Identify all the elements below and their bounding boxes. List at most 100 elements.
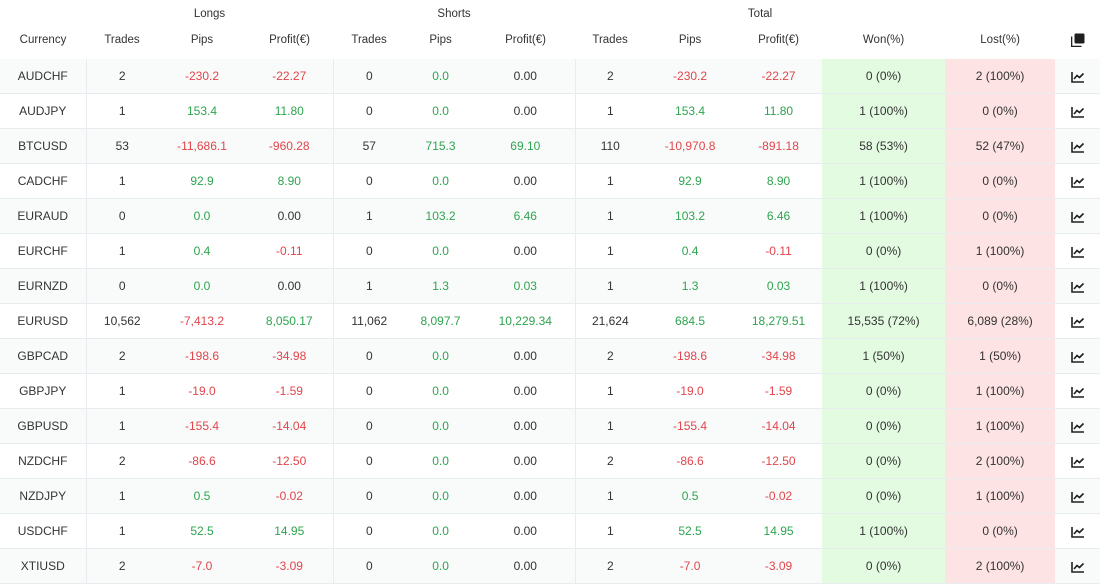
chart-line-icon[interactable] xyxy=(1070,421,1085,433)
chart-button[interactable] xyxy=(1055,198,1100,234)
cell-t-pips: -155.4 xyxy=(645,408,736,444)
cell-s-profit: 6.46 xyxy=(476,198,576,234)
cell-t-trades: 2 xyxy=(574,443,646,479)
chart-button[interactable] xyxy=(1055,93,1100,129)
cell-lost: 0 (0%) xyxy=(945,513,1056,549)
cell-l-profit: 8.90 xyxy=(246,163,334,199)
table-row: GBPCAD 2 -198.6 -34.98 0 0.0 0.00 2 -198.6 -34.98… xyxy=(0,338,1100,374)
cell-lost: 6,089 (28%) xyxy=(945,303,1056,339)
chart-line-icon[interactable] xyxy=(1070,106,1085,118)
cell-l-profit: 8,050.17 xyxy=(246,303,334,339)
table-row: BTCUSD 53 -11,686.1 -960.28 57 715.3 69.10 110-… xyxy=(0,128,1100,164)
cell-t-pips: 0.4 xyxy=(645,233,736,269)
cell-s-profit: 0.03 xyxy=(476,268,576,304)
cell-t-pips: 684.5 xyxy=(645,303,736,339)
cell-t-pips: -86.6 xyxy=(645,443,736,479)
cell-l-pips: 52.5 xyxy=(158,513,246,549)
chart-line-icon[interactable] xyxy=(1070,141,1085,153)
cell-currency: XTIUSD xyxy=(0,548,86,584)
chart-button[interactable] xyxy=(1055,59,1100,94)
cell-s-profit: 69.10 xyxy=(476,128,576,164)
chart-button[interactable] xyxy=(1055,233,1100,269)
cell-l-pips: -7,413.2 xyxy=(158,303,246,339)
cell-s-profit: 0.00 xyxy=(476,478,576,514)
cell-s-pips: 8,097.7 xyxy=(405,303,477,339)
cell-l-trades: 1 xyxy=(85,233,158,269)
cell-currency: USDCHF xyxy=(0,513,86,549)
cell-s-pips: 0.0 xyxy=(405,443,477,479)
cell-s-trades: 0 xyxy=(332,233,406,269)
col-total-pips: Pips xyxy=(678,33,702,46)
cell-t-trades: 2 xyxy=(574,548,646,584)
cell-t-trades: 1 xyxy=(574,478,646,514)
cell-lost: 1 (100%) xyxy=(945,478,1056,514)
cell-t-trades: 1 xyxy=(574,93,646,129)
chart-line-icon[interactable] xyxy=(1070,526,1085,538)
group-shorts: Shorts xyxy=(437,8,471,20)
group-total: Total xyxy=(747,8,773,20)
cell-l-profit: 11.80 xyxy=(246,93,334,129)
copy-icon[interactable] xyxy=(1070,33,1085,47)
chart-line-icon[interactable] xyxy=(1070,456,1085,468)
chart-line-icon[interactable] xyxy=(1070,351,1085,363)
cell-l-trades: 10,562 xyxy=(85,303,158,339)
cell-s-profit: 0.00 xyxy=(476,548,576,584)
chart-line-icon[interactable] xyxy=(1070,246,1085,258)
cell-l-pips: -19.0 xyxy=(158,373,246,409)
cell-lost: 2 (100%) xyxy=(945,59,1056,94)
cell-t-trades: 1 xyxy=(574,198,646,234)
chart-button[interactable] xyxy=(1055,128,1100,164)
cell-s-profit: 0.00 xyxy=(476,163,576,199)
cell-s-pips: 715.3 xyxy=(405,128,477,164)
chart-line-icon[interactable] xyxy=(1070,176,1085,188)
chart-line-icon[interactable] xyxy=(1070,386,1085,398)
chart-button[interactable] xyxy=(1055,408,1100,444)
chart-line-icon[interactable] xyxy=(1070,561,1085,573)
cell-lost: 0 (0%) xyxy=(945,163,1056,199)
cell-won: 0 (0%) xyxy=(822,443,946,479)
chart-line-icon[interactable] xyxy=(1070,491,1085,503)
cell-s-trades: 57 xyxy=(332,128,406,164)
chart-line-icon[interactable] xyxy=(1070,281,1085,293)
col-longs-profit: Profit(€) xyxy=(269,33,310,46)
cell-lost: 1 (100%) xyxy=(945,233,1056,269)
cell-t-pips: 103.2 xyxy=(645,198,736,234)
chart-button[interactable] xyxy=(1055,373,1100,409)
cell-lost: 1 (50%) xyxy=(945,338,1056,374)
chart-button[interactable] xyxy=(1055,303,1100,339)
table-row: EURAUD 0 0.0 0.00 1 103.2 6.46 1 103.2 6.46 1 (100… xyxy=(0,198,1100,234)
cell-t-profit: -34.98 xyxy=(735,338,823,374)
chart-button[interactable] xyxy=(1055,478,1100,514)
cell-t-trades: 1 xyxy=(574,268,646,304)
chart-button[interactable] xyxy=(1055,443,1100,479)
col-shorts-pips: Pips xyxy=(429,33,452,46)
copy-button[interactable] xyxy=(1055,20,1100,59)
cell-s-trades: 0 xyxy=(332,443,406,479)
cell-currency: AUDCHF xyxy=(0,59,86,94)
chart-line-icon[interactable] xyxy=(1070,211,1085,223)
cell-l-trades: 2 xyxy=(85,338,158,374)
chart-line-icon[interactable] xyxy=(1070,316,1085,328)
cell-won: 0 (0%) xyxy=(822,233,946,269)
cell-t-trades: 1 xyxy=(574,408,646,444)
cell-s-trades: 11,062 xyxy=(332,303,406,339)
cell-t-trades: 1 xyxy=(574,233,646,269)
chart-button[interactable] xyxy=(1055,338,1100,374)
chart-button[interactable] xyxy=(1055,548,1100,584)
col-shorts-trades: Trades xyxy=(351,33,387,46)
chart-button[interactable] xyxy=(1055,163,1100,199)
chart-button[interactable] xyxy=(1055,268,1100,304)
cell-t-profit: 14.95 xyxy=(735,513,823,549)
cell-s-trades: 1 xyxy=(332,268,406,304)
cell-currency: CADCHF xyxy=(0,163,86,199)
cell-t-profit: 18,279.51 xyxy=(735,303,823,339)
chart-button[interactable] xyxy=(1055,513,1100,549)
chart-line-icon[interactable] xyxy=(1070,71,1085,83)
cell-won: 0 (0%) xyxy=(822,408,946,444)
table-row: EURCHF 1 0.4 -0.11 0 0.0 0.00 1 0.4 -0.11 0 (0%) 1 … xyxy=(0,233,1100,269)
table-row: USDCHF 1 52.5 14.95 0 0.0 0.00 1 52.5 14.95 1 (100… xyxy=(0,513,1100,549)
cell-won: 0 (0%) xyxy=(822,548,946,584)
cell-t-pips: -19.0 xyxy=(645,373,736,409)
cell-l-trades: 53 xyxy=(85,128,158,164)
